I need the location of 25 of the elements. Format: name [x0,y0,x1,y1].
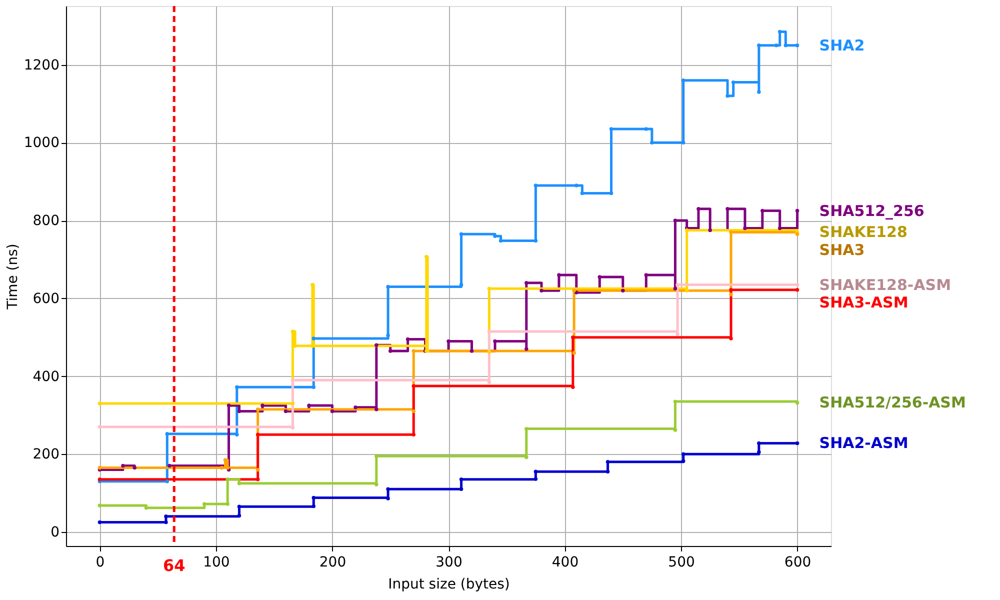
x-tick-label: 600 [784,554,812,570]
series-label: SHAKE128-ASM [819,276,952,294]
y-tick-label: 1000 [24,135,60,152]
series-label: SHAKE128 [819,223,908,242]
series-label: SHA3 [819,241,865,260]
y-tick-label: 800 [32,213,60,230]
y-tick-label: 600 [32,290,60,307]
ref-line-label: 64 [162,556,186,575]
x-axis-title: Input size (bytes) [388,576,510,592]
series-label: SHA3-ASM [819,294,908,312]
series-label: SHA512/256-ASM [819,394,966,412]
x-tick-label: 0 [96,554,105,570]
x-tick-label: 100 [203,554,230,570]
y-axis-title: Time (ns) [4,244,21,310]
x-tick-label: 400 [552,554,579,570]
series-label: SHA2 [819,36,865,54]
series-label: SHA512_256 [819,202,924,220]
y-tick-label: 200 [32,446,60,463]
x-tick-label: 300 [436,554,462,570]
y-tick-label: 400 [32,368,60,385]
series-label: SHA2-ASM [819,434,908,452]
y-tick-label: 0 [50,524,60,540]
y-tick-label: 1200 [24,57,60,74]
x-tick-label: 500 [668,554,695,570]
x-tick-label: 200 [319,554,346,570]
